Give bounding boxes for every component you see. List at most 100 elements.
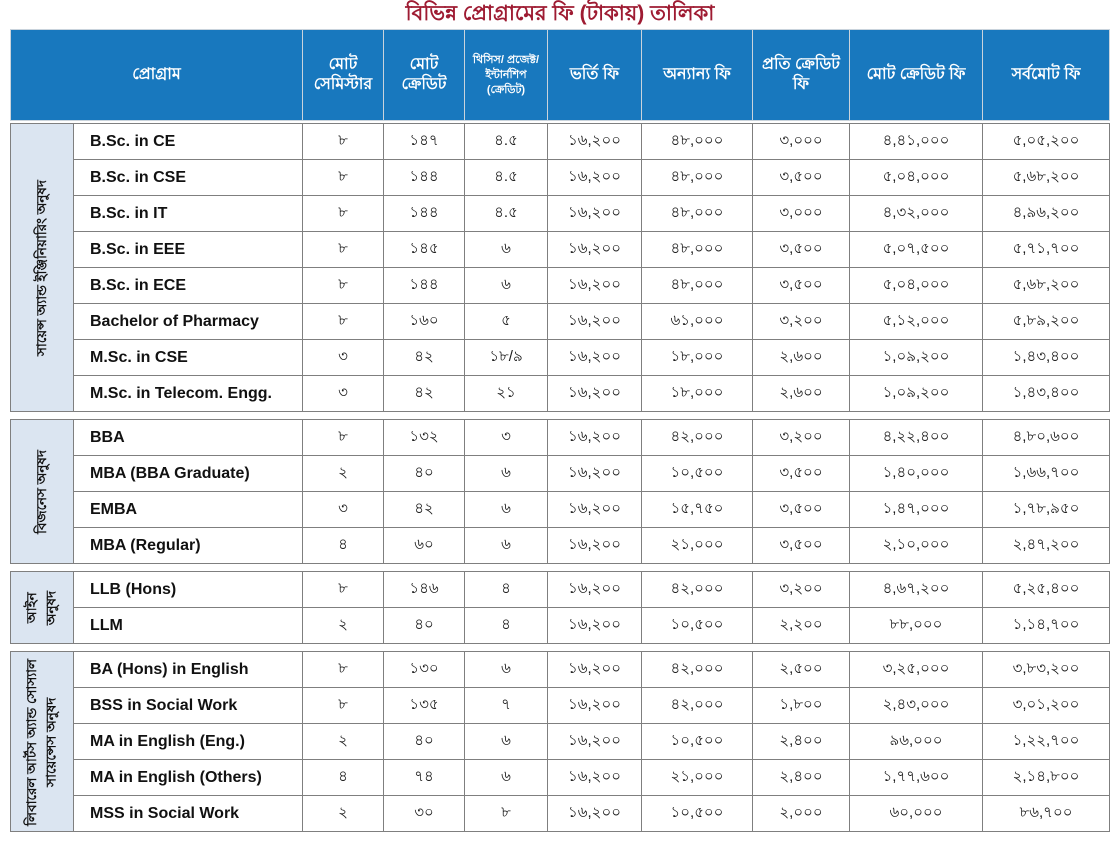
program-cell: B.Sc. in CSE — [74, 160, 302, 196]
thesis-credit-cell: ৬ — [465, 456, 547, 492]
header-cell-credits: মোট ক্রেডিট — [384, 30, 464, 121]
per-credit-fee-cell: ২,০০০ — [753, 796, 849, 832]
faculty-label: সায়েন্স অ্যান্ড ইঞ্জিনিয়ারিং অনুষদ — [34, 179, 50, 356]
grand-total-fee-cell: ১,৪৩,৪০০ — [983, 376, 1109, 412]
other-fee-cell: ১৮,০০০ — [642, 376, 752, 412]
total-semester-cell: ৮ — [303, 304, 383, 340]
per-credit-fee-cell: ৩,৫০০ — [753, 492, 849, 528]
faculty-group-block: আইন অনুষদ LLB (Hons) ৮ ১৪৬ ৪ ১৬,২০০ ৪২,০০০ ৩,২০… — [10, 571, 1110, 645]
per-credit-fee-cell: ২,২০০ — [753, 608, 849, 644]
per-credit-fee-cell: ৩,৫০০ — [753, 528, 849, 564]
other-fee-cell: ২১,০০০ — [642, 528, 752, 564]
thesis-credit-cell: ৩ — [465, 420, 547, 456]
header-cell-other: অন্যান্য ফি — [642, 30, 752, 121]
thesis-credit-cell: ১৮/৯ — [465, 340, 547, 376]
admission-fee-cell: ১৬,২০০ — [548, 456, 641, 492]
total-credit-fee-cell: ৯৬,০০০ — [850, 724, 982, 760]
total-credit-cell: ১৬০ — [384, 304, 464, 340]
grand-total-fee-cell: ১,২২,৭০০ — [983, 724, 1109, 760]
total-semester-cell: ৮ — [303, 688, 383, 724]
total-credit-fee-cell: ২,১০,০০০ — [850, 528, 982, 564]
faculty-sidebar-cell: লিবারেল আর্টস অ্যান্ড সোস্যাল সায়েন্সেস… — [11, 652, 73, 832]
total-semester-cell: ৮ — [303, 572, 383, 608]
admission-fee-cell: ১৬,২০০ — [548, 796, 641, 832]
program-cell: BA (Hons) in English — [74, 652, 302, 688]
total-credit-cell: ১৩০ — [384, 652, 464, 688]
program-cell: B.Sc. in ECE — [74, 268, 302, 304]
grand-total-fee-cell: ১,১৪,৭০০ — [983, 608, 1109, 644]
thesis-credit-cell: ৬ — [465, 492, 547, 528]
per-credit-fee-cell: ২,৪০০ — [753, 760, 849, 796]
thesis-credit-cell: ৪ — [465, 608, 547, 644]
total-credit-cell: ৪২ — [384, 376, 464, 412]
total-credit-cell: ১৪৪ — [384, 268, 464, 304]
admission-fee-cell: ১৬,২০০ — [548, 124, 641, 160]
thesis-credit-cell: ৪ — [465, 572, 547, 608]
total-credit-fee-cell: ৬০,০০০ — [850, 796, 982, 832]
per-credit-fee-cell: ৩,৫০০ — [753, 160, 849, 196]
faculty-group-block: বিজনেস অনুষদ BBA ৮ ১৩২ ৩ ১৬,২০০ ৪২,০০০ ৩,২০০ ৪,২… — [10, 419, 1110, 565]
total-credit-fee-cell: ৮৮,০০০ — [850, 608, 982, 644]
total-semester-cell: ২ — [303, 796, 383, 832]
thesis-credit-cell: ৪.৫ — [465, 124, 547, 160]
faculty-label: বিজনেস অনুষদ — [34, 449, 50, 534]
fee-table-page: বিভিন্ন প্রোগ্রামের ফি (টাকায়) তালিকা প… — [10, 0, 1110, 833]
total-credit-cell: ১৪৬ — [384, 572, 464, 608]
thesis-credit-cell: ৬ — [465, 528, 547, 564]
thesis-credit-cell: ৮ — [465, 796, 547, 832]
total-semester-cell: ৮ — [303, 160, 383, 196]
total-semester-cell: ২ — [303, 724, 383, 760]
total-credit-cell: ৬০ — [384, 528, 464, 564]
program-cell: MA in English (Eng.) — [74, 724, 302, 760]
per-credit-fee-cell: ৩,২০০ — [753, 420, 849, 456]
grand-total-fee-cell: ১,৪৩,৪০০ — [983, 340, 1109, 376]
thesis-credit-cell: ৬ — [465, 232, 547, 268]
total-semester-cell: ৩ — [303, 340, 383, 376]
faculty-sidebar-cell: সায়েন্স অ্যান্ড ইঞ্জিনিয়ারিং অনুষদ — [11, 124, 73, 412]
per-credit-fee-cell: ৩,৫০০ — [753, 268, 849, 304]
header-cell-grand_total: সর্বমোট ফি — [983, 30, 1109, 121]
grand-total-fee-cell: ৫,৬৮,২০০ — [983, 160, 1109, 196]
per-credit-fee-cell: ৩,২০০ — [753, 304, 849, 340]
other-fee-cell: ১৮,০০০ — [642, 340, 752, 376]
total-semester-cell: ৩ — [303, 492, 383, 528]
thesis-credit-cell: ৬ — [465, 724, 547, 760]
admission-fee-cell: ১৬,২০০ — [548, 160, 641, 196]
per-credit-fee-cell: ৩,২০০ — [753, 572, 849, 608]
other-fee-cell: ১৫,৭৫০ — [642, 492, 752, 528]
total-credit-fee-cell: ১,৪৭,০০০ — [850, 492, 982, 528]
per-credit-fee-cell: ৩,০০০ — [753, 196, 849, 232]
total-semester-cell: ৮ — [303, 652, 383, 688]
header-cell-thesis: থিসিস/ প্রজেক্ট/ ইন্টার্নশিপ (ক্রেডিট) — [465, 30, 547, 121]
program-cell: LLB (Hons) — [74, 572, 302, 608]
program-cell: MA in English (Others) — [74, 760, 302, 796]
other-fee-cell: ৪২,০০০ — [642, 652, 752, 688]
other-fee-cell: ৪৮,০০০ — [642, 232, 752, 268]
total-credit-fee-cell: ৪,২২,৪০০ — [850, 420, 982, 456]
table-header-row: প্রোগ্রাম মোট সেমিস্টার মোট ক্রেডিট থিসিস/ … — [10, 29, 1110, 122]
admission-fee-cell: ১৬,২০০ — [548, 724, 641, 760]
total-semester-cell: ৮ — [303, 420, 383, 456]
other-fee-cell: ১০,৫০০ — [642, 796, 752, 832]
total-credit-fee-cell: ৪,৪১,০০০ — [850, 124, 982, 160]
page-title: বিভিন্ন প্রোগ্রামের ফি (টাকায়) তালিকা — [405, 2, 715, 25]
total-semester-cell: ৮ — [303, 124, 383, 160]
per-credit-fee-cell: ৩,৫০০ — [753, 456, 849, 492]
other-fee-cell: ৪৮,০০০ — [642, 196, 752, 232]
grand-total-fee-cell: ৩,০১,২০০ — [983, 688, 1109, 724]
grand-total-fee-cell: ৩,৮৩,২০০ — [983, 652, 1109, 688]
program-cell: B.Sc. in EEE — [74, 232, 302, 268]
total-credit-fee-cell: ৪,৬৭,২০০ — [850, 572, 982, 608]
total-credit-fee-cell: ৩,২৫,০০০ — [850, 652, 982, 688]
grand-total-fee-cell: ২,১৪,৮০০ — [983, 760, 1109, 796]
total-semester-cell: ৮ — [303, 268, 383, 304]
total-credit-fee-cell: ৫,০৪,০০০ — [850, 268, 982, 304]
fee-table: সায়েন্স অ্যান্ড ইঞ্জিনিয়ারিং অনুষদ B.Sc… — [10, 123, 1110, 833]
program-cell: Bachelor of Pharmacy — [74, 304, 302, 340]
per-credit-fee-cell: ২,৬০০ — [753, 340, 849, 376]
program-cell: EMBA — [74, 492, 302, 528]
total-credit-fee-cell: ১,০৯,২০০ — [850, 376, 982, 412]
program-cell: M.Sc. in CSE — [74, 340, 302, 376]
total-credit-cell: ৭৪ — [384, 760, 464, 796]
other-fee-cell: ৪২,০০০ — [642, 688, 752, 724]
